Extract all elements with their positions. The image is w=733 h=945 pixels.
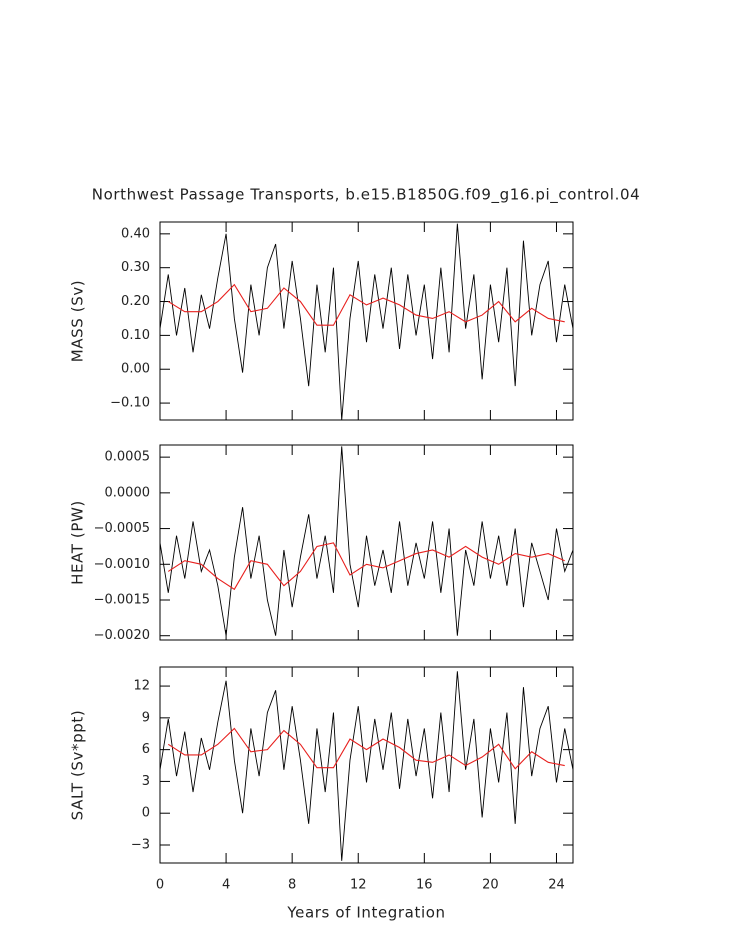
- data-line: [159, 671, 574, 861]
- y-axis-label: SALT (Sv*ppt): [69, 710, 87, 821]
- y-tick-label: 0.20: [121, 294, 150, 309]
- y-tick-label: −0.10: [110, 396, 150, 411]
- plot-frame: [159, 666, 574, 864]
- x-tick-label: 4: [222, 878, 230, 893]
- data-line: [159, 446, 574, 636]
- y-tick-label: 0.40: [121, 226, 150, 241]
- y-tick-label: −0.0010: [94, 557, 150, 572]
- data-line: [159, 223, 574, 421]
- y-tick-label: 3: [142, 774, 150, 789]
- y-tick-label: 0: [142, 806, 150, 821]
- y-tick-label: 0.0005: [105, 450, 151, 465]
- y-tick-label: 0.30: [121, 260, 150, 275]
- x-tick-label: 24: [548, 878, 565, 893]
- y-tick-label: 6: [142, 742, 150, 757]
- y-tick-label: −0.0020: [94, 628, 150, 643]
- figure-title: Northwest Passage Transports, b.e15.B185…: [92, 186, 640, 205]
- y-tick-label: 12: [133, 679, 150, 694]
- plot-frame: [159, 444, 574, 641]
- x-tick-label: 8: [288, 878, 296, 893]
- y-tick-label: −0.0015: [94, 593, 150, 608]
- y-tick-label: −3: [131, 837, 150, 852]
- x-tick-label: 0: [156, 878, 164, 893]
- x-tick-label: 16: [416, 878, 433, 893]
- x-tick-label: 20: [482, 878, 499, 893]
- y-tick-label: 0.0000: [105, 485, 151, 500]
- data-line: [167, 283, 565, 326]
- y-tick-label: 0.00: [121, 362, 150, 377]
- x-tick-label: 12: [350, 878, 367, 893]
- x-axis-label: Years of Integration: [286, 904, 445, 922]
- data-line: [167, 727, 565, 770]
- plot-frame: [159, 221, 574, 421]
- y-tick-label: 9: [142, 710, 150, 725]
- y-axis-label: MASS (Sv): [69, 280, 87, 363]
- y-tick-label: 0.10: [121, 328, 150, 343]
- data-line: [167, 542, 565, 591]
- y-tick-label: −0.0005: [94, 521, 150, 536]
- y-axis-label: HEAT (PW): [69, 500, 87, 585]
